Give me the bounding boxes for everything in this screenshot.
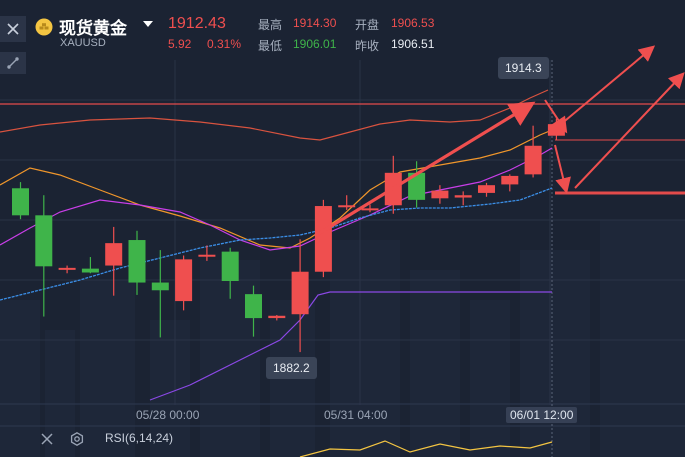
skyline-building [150,320,190,457]
price-change-percent: 0.31% [207,37,242,51]
candle-body [338,205,356,208]
candle-body [431,190,449,199]
candle-body [524,145,542,175]
gold-coin-icon [35,18,53,36]
low-label: 最低 [258,39,283,53]
candle-body [221,251,239,281]
instrument-symbol: XAUUSD [60,37,106,49]
close-indicator-button[interactable] [36,428,58,450]
ma-orange-line [0,129,553,249]
rsi-line [299,440,553,457]
projection-arrow[interactable] [574,72,685,189]
chart-grid [0,60,685,457]
candle-body [291,271,309,315]
close-button[interactable] [0,16,26,42]
candle-body [245,294,262,319]
time-label-1: 05/28 00:00 [136,408,200,422]
candle-body [151,282,169,291]
projection-arrow[interactable] [544,99,568,134]
candle-body [501,175,519,185]
rsi-panel [299,440,553,457]
user-drawings[interactable] [0,45,685,238]
skyline-building [600,220,685,457]
low-value: 1906.01 [293,37,337,51]
candle-body [81,268,99,273]
draw-tool-button[interactable] [0,52,26,74]
close-icon [7,23,19,35]
price-change: 5.92 [168,37,192,51]
instrument-name[interactable]: 现货黄金 [59,19,127,38]
skyline-building [330,240,400,457]
rsi-label: RSI(6,14,24) [105,431,174,445]
high-value: 1914.30 [293,16,337,30]
projection-arrow[interactable] [554,144,571,194]
skyline-building [80,280,135,457]
candle-body [105,243,123,266]
open-value: 1906.53 [391,16,435,30]
candle-body [268,315,286,319]
candle-body [12,188,29,216]
high-price-callout: 1914.3 [498,57,549,79]
candle-body [58,267,76,270]
candle-body [128,240,146,283]
prev-close-value: 1906.51 [391,37,435,51]
candle-body [35,215,53,267]
candle-body [408,172,426,200]
time-label-3: 06/01 12:00 [506,407,578,423]
ma-magenta-line [0,147,553,251]
candle-body [454,195,472,198]
close-icon [41,433,53,445]
candle-body [175,259,193,302]
candle-body [314,206,332,272]
last-price: 1912.43 [168,15,226,32]
skyline-building [410,270,460,457]
time-label-2: 05/31 04:00 [324,408,388,422]
projection-arrow[interactable] [559,45,656,126]
high-label: 最高 [258,18,283,32]
indicator-settings-button[interactable] [66,428,88,450]
settings-icon [70,432,84,446]
skyline-building [470,300,510,457]
trend-arrow[interactable] [314,101,536,238]
instrument-dropdown[interactable] [138,14,158,34]
draw-tool-icon [7,57,19,69]
ma-blue-line [0,187,553,301]
dropdown-caret-icon [143,20,153,27]
candle-body [361,208,379,211]
low-price-callout: 1882.2 [266,357,317,379]
candle-body [478,185,495,193]
boll-upper-line [0,89,549,141]
gold-logo [34,17,54,37]
open-label: 开盘 [355,18,380,32]
boll-lower-line [149,291,552,401]
prev-close-label: 昨收 [355,39,380,53]
candle-body [198,254,216,257]
skyline-building [0,300,40,457]
